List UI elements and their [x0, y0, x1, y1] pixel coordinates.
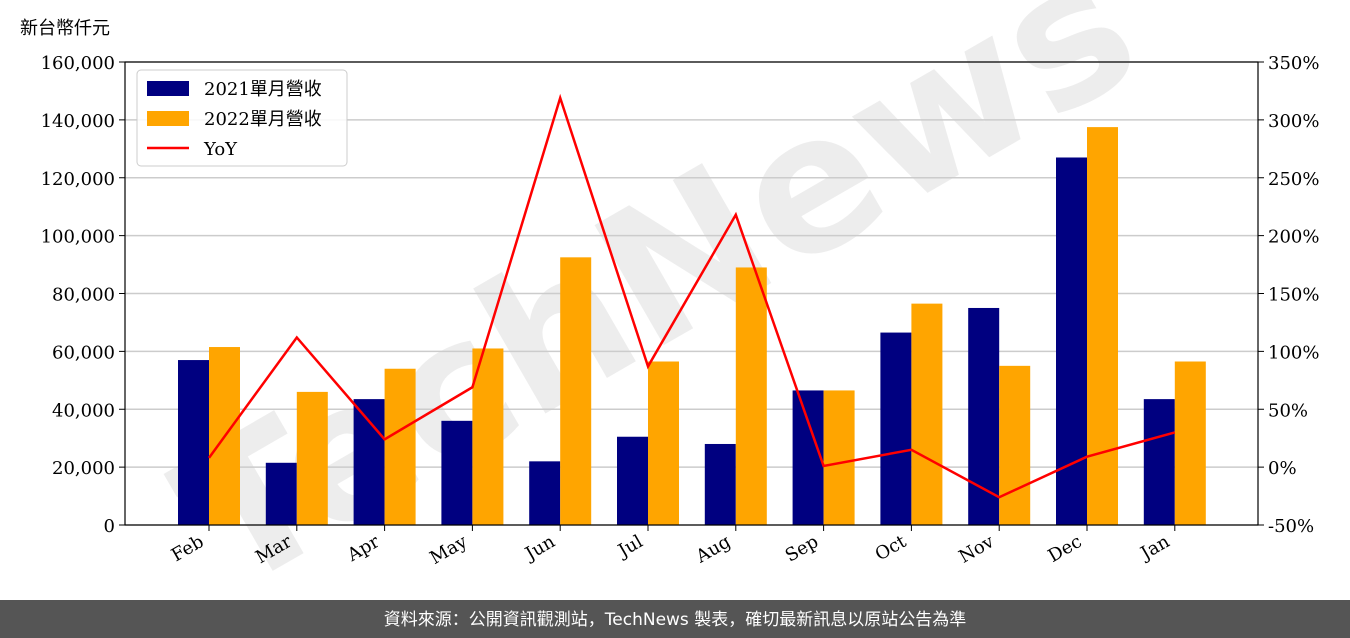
y-axis-label: 新台幣仟元: [20, 18, 110, 39]
bar: [911, 303, 943, 525]
y2-tick-label: -50%: [1268, 516, 1314, 537]
y2-tick-label: 0%: [1268, 458, 1297, 479]
legend-swatch: [147, 81, 189, 96]
plot-frame: [124, 61, 1259, 526]
bar: [735, 267, 767, 525]
bar: [1087, 127, 1118, 525]
legend: 2021單月營收 2022單月營收 YoY: [136, 69, 348, 167]
x-tick-label: Oct: [872, 531, 911, 566]
bar: [560, 257, 592, 525]
legend-label: 2021單月營收: [204, 79, 322, 100]
y2-tick-label: 100%: [1268, 342, 1319, 363]
bar: [792, 390, 824, 525]
legend-swatch: [147, 111, 189, 126]
y-tick-label: 0: [104, 516, 115, 537]
footer: 資料來源：公開資訊觀測站，TechNews 製表，確切最新訊息以原站公告為準: [384, 610, 966, 630]
y2-tick-label: 300%: [1268, 111, 1319, 132]
legend-label: 2022單月營收: [204, 109, 322, 130]
x-tick-label: Dec: [1045, 531, 1086, 567]
bar: [1174, 361, 1206, 525]
bar: [472, 348, 504, 525]
x-tick-label: Sep: [782, 531, 822, 566]
x-tick-label: May: [426, 531, 471, 569]
y-tick-label: 60,000: [52, 342, 115, 363]
bar: [968, 307, 1000, 525]
y-tick-label: 40,000: [52, 400, 115, 421]
bar: [704, 443, 736, 525]
x-tick-label: Jan: [1135, 531, 1173, 565]
y-tick-label: 160,000: [41, 53, 115, 74]
x-tick-label: Nov: [955, 531, 998, 568]
y-tick-label: 100,000: [41, 227, 115, 248]
x-tick-label: Jul: [613, 531, 647, 563]
y2-tick-label: 350%: [1268, 53, 1319, 74]
bar: [529, 461, 561, 525]
bar: [265, 462, 297, 525]
bar: [999, 365, 1031, 525]
bar: [296, 391, 328, 525]
y-tick-label: 80,000: [52, 285, 115, 306]
bar: [1143, 399, 1175, 525]
yoy-line: [207, 93, 1176, 499]
x-tick-label: Aug: [692, 531, 735, 568]
y2-tick-label: 250%: [1268, 169, 1319, 190]
legend-label: YoY: [203, 139, 238, 160]
y-tick-label: 20,000: [52, 458, 115, 479]
bar: [353, 399, 385, 525]
bar: [880, 332, 912, 525]
bar: [648, 361, 679, 525]
bar: [178, 360, 209, 525]
y-tick-label: 140,000: [41, 111, 115, 132]
bar: [823, 390, 855, 525]
bar: [441, 420, 473, 525]
bar: [384, 368, 416, 525]
y-tick-label: 120,000: [41, 169, 115, 190]
bar: [617, 436, 648, 525]
y2-tick-label: 150%: [1268, 285, 1319, 306]
y2-tick-label: 200%: [1268, 227, 1319, 248]
y2-tick-label: 50%: [1268, 400, 1308, 421]
footer-bar: [0, 600, 1350, 638]
legend-box: [136, 69, 348, 167]
x-tick-label: Jun: [520, 531, 559, 566]
